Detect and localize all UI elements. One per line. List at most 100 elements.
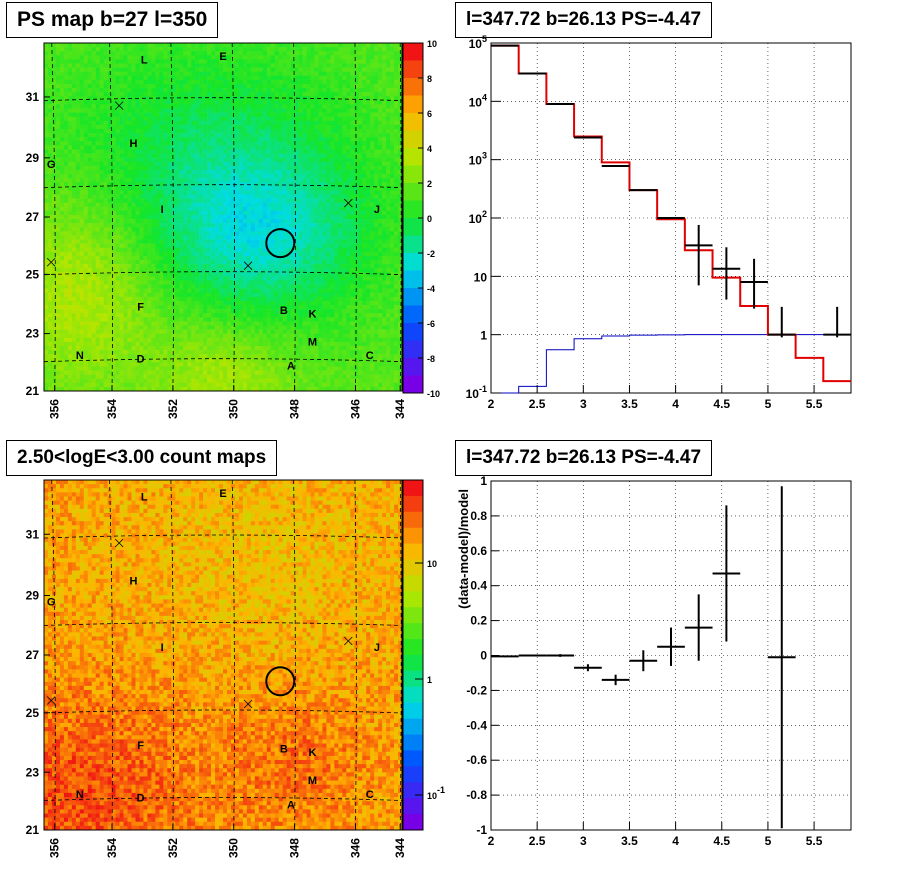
colorbar-cell (403, 148, 423, 166)
y-tick-label: 23 (26, 327, 40, 341)
map-region-label: J (374, 642, 380, 654)
colorbar-cell (403, 639, 423, 656)
colorbar-cell (403, 766, 423, 783)
colorbar-cell (403, 183, 423, 201)
graticule-latitude (43, 534, 403, 539)
y-tick-label: 104 (469, 92, 487, 109)
colorbar-cell (403, 218, 423, 236)
count-map-title: 2.50<logE<3.00 count maps (6, 440, 278, 476)
map-graticule (43, 42, 403, 392)
colorbar-tick-label: -6 (427, 319, 435, 329)
x-tick-label: 346 (348, 838, 362, 858)
y-tick-label: 21 (26, 384, 40, 398)
source-marker-icon (46, 696, 56, 705)
map-region-label: A (287, 361, 295, 373)
colorbar-tick-label: 0 (427, 214, 432, 224)
map-region-label: E (219, 488, 226, 500)
colorbar-tick-label: 10 (427, 559, 437, 569)
colorbar-tick-label: 6 (427, 109, 432, 119)
graticule-longitude (399, 479, 402, 831)
residual-point (491, 655, 519, 658)
map-region-label: M (308, 336, 317, 348)
map-region-label: L (141, 492, 148, 504)
ps-map-title: PS map b=27 l=350 (6, 2, 219, 38)
source-marker-icon (114, 101, 124, 110)
y-tick-label: 27 (26, 210, 40, 224)
y-tick-label: -0.6 (466, 753, 487, 767)
roi-circle-icon (265, 666, 296, 697)
graticule-latitude (43, 271, 403, 276)
colorbar-frame (402, 479, 424, 831)
x-tick-label: 350 (227, 838, 241, 858)
residual-point (546, 654, 575, 657)
x-tick-label: 344 (393, 838, 407, 858)
colorbar-tick-label: 1 (427, 675, 432, 685)
y-axis-label: (data-model)/model (456, 489, 471, 609)
graticule-latitude (43, 622, 403, 626)
y-tick-label: 1 (480, 329, 487, 343)
y-tick-label: 0 (480, 649, 487, 663)
graticule-latitude (43, 358, 403, 363)
y-tick-label: 102 (469, 209, 487, 226)
colorbar-cell (403, 305, 423, 324)
x-tick-label: 350 (227, 399, 241, 419)
colorbar-cell (403, 165, 423, 184)
residual-point (629, 650, 658, 672)
map-region-label: L (141, 54, 148, 66)
y-tick-label: 25 (26, 267, 40, 281)
y-tick-label: 25 (26, 706, 40, 720)
colorbar-tick-label: 4 (427, 144, 432, 154)
colorbar-tick-label: 10-1 (427, 785, 445, 801)
map-region-label: M (308, 775, 317, 787)
colorbar-cell (403, 200, 423, 219)
map-pixels (44, 480, 403, 831)
colorbar-cell (403, 798, 423, 815)
colorbar-cell (403, 113, 423, 131)
y-tick-label: -0.4 (466, 718, 487, 732)
map-region-label: C (366, 789, 374, 801)
y-tick-label: 1 (480, 474, 487, 488)
y-tick-label: 0.6 (470, 544, 487, 558)
map-region-label: F (137, 302, 144, 314)
map-region-label: D (137, 793, 145, 805)
y-tick-label: -0.2 (466, 683, 487, 697)
colorbar-cell (403, 43, 423, 61)
graticule-longitude (231, 479, 235, 831)
source-marker-icon (243, 261, 253, 271)
data-point (684, 224, 713, 286)
colorbar-tick-label: -2 (427, 249, 435, 259)
x-tick-label: 3 (580, 834, 587, 848)
graticule-latitude (43, 184, 403, 189)
graticule-longitude (293, 42, 296, 392)
y-tick-label: -0.8 (466, 788, 487, 802)
residual-point (574, 664, 602, 672)
map-region-label: K (309, 747, 317, 759)
colorbar-cell (403, 288, 423, 306)
colorbar-cell (403, 95, 423, 114)
x-tick-label: 344 (393, 399, 407, 419)
x-tick-label: 2 (488, 397, 495, 411)
source-marker-icon (344, 636, 353, 646)
y-tick-label: 31 (26, 527, 40, 541)
colorbar-tick-label: -8 (427, 354, 435, 364)
count-map-panel: L E H G I J F B K M N D A C 356 354 352 350 348 346 344 31 29 2… (26, 479, 445, 858)
colorbar-cell (403, 750, 423, 767)
colorbar-cell (403, 718, 423, 736)
map-region-label: C (366, 350, 374, 362)
graticule-longitude (354, 42, 357, 392)
residual-title: l=347.72 b=26.13 PS=-4.47 (455, 440, 713, 476)
model-series-line (491, 44, 851, 383)
colorbar-tick-label: 2 (427, 179, 432, 189)
x-tick-label: 348 (288, 399, 302, 419)
map-region-label: G (47, 597, 56, 609)
colorbar-cell (403, 358, 423, 376)
x-tick-label: 2.5 (529, 397, 546, 411)
map-region-label: K (309, 308, 317, 320)
graticule-longitude (399, 42, 402, 392)
x-tick-label: 348 (288, 838, 302, 858)
x-tick-label: 356 (48, 399, 62, 419)
residual-point (657, 627, 685, 666)
x-tick-label: 356 (48, 838, 62, 858)
x-tick-label: 3 (580, 397, 587, 411)
